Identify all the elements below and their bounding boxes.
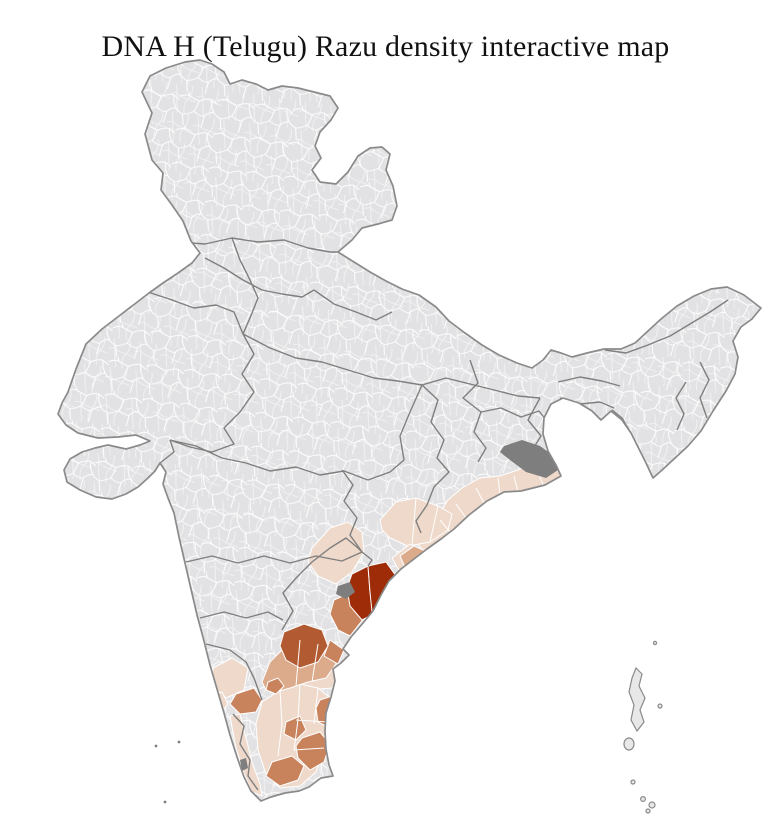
colored-band-inner-borders	[277, 471, 545, 757]
district-khammam[interactable]	[307, 521, 365, 585]
sundarbans-delta[interactable]	[500, 440, 558, 478]
islands-layer	[154, 640, 663, 814]
nicobar-dot-4[interactable]	[645, 808, 651, 814]
island-dot-2[interactable]	[657, 703, 663, 709]
district-kerala-strip[interactable]	[229, 713, 263, 797]
district-ramanathapuram[interactable]	[265, 755, 305, 787]
choropleth-layer	[207, 440, 568, 797]
kerala-backwater-1[interactable]	[240, 758, 248, 771]
nicobar-dot-3[interactable]	[648, 801, 656, 809]
district-guntur-coast[interactable]	[323, 639, 345, 665]
island-dot-1[interactable]	[652, 640, 658, 646]
little-andaman-island[interactable]	[623, 737, 635, 751]
nicobar-dot-1[interactable]	[630, 779, 636, 785]
district-east-godavari[interactable]	[367, 561, 398, 629]
lakshadweep-islands[interactable]	[154, 740, 181, 804]
page-title: DNA H (Telugu) Razu density interactive …	[101, 30, 670, 64]
kerala-backwater-2[interactable]	[237, 773, 242, 780]
andaman-islands[interactable]	[628, 666, 646, 733]
coastal-lagoon-dot[interactable]	[350, 644, 358, 653]
krishna-delta[interactable]	[336, 582, 355, 599]
state-borders	[147, 237, 729, 791]
nicobar-dot-2[interactable]	[639, 795, 646, 802]
district-mandya[interactable]	[229, 687, 263, 715]
district-thanjavur[interactable]	[295, 731, 331, 771]
